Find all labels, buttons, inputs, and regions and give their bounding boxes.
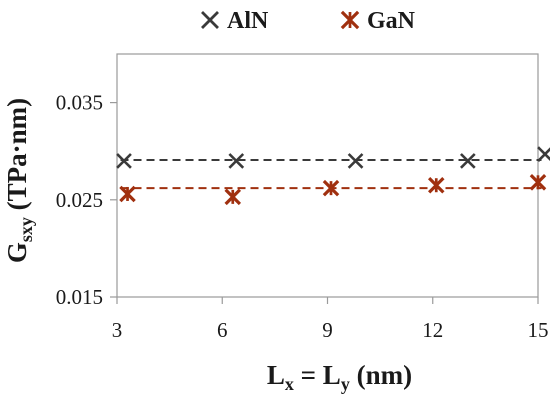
x-tick-label: 3: [112, 318, 123, 342]
series-layer: [116, 146, 550, 206]
legend-label: GaN: [367, 8, 416, 34]
data-point: [116, 153, 132, 169]
y-axis-label: Gsxy (TPa·nm): [2, 98, 36, 263]
data-point: [537, 146, 550, 162]
data-point: [427, 176, 445, 194]
legend-marker: [201, 11, 219, 29]
series-aln: [116, 146, 550, 169]
data-point: [228, 153, 245, 169]
data-point: [529, 174, 547, 191]
x-tick-label: 15: [528, 318, 549, 342]
data-point: [459, 153, 476, 169]
x-tick-label: 6: [217, 318, 228, 342]
legend: AlN GaN: [201, 8, 416, 34]
y-tick-label: 0.025: [56, 188, 103, 212]
x-tick-label: 12: [422, 318, 443, 342]
data-point: [347, 153, 364, 169]
x-tick-label: 9: [322, 318, 333, 342]
legend-item-aln: AlN: [201, 8, 269, 34]
legend-label: AlN: [227, 8, 269, 34]
data-point: [119, 185, 136, 203]
series-gan: [119, 174, 547, 206]
y-tick-label: 0.035: [56, 91, 103, 115]
y-axis: 0.015 0.025 0.035: [56, 91, 117, 309]
data-point: [322, 179, 340, 197]
y-tick-label: 0.015: [56, 285, 103, 309]
plot-area-frame: [116, 53, 539, 298]
x-axis: 3 6 9 12 15: [112, 297, 549, 342]
legend-marker: [340, 10, 360, 30]
data-point: [224, 188, 242, 206]
legend-item-gan: GaN: [340, 8, 416, 34]
x-axis-label: Lx = Ly (nm): [267, 360, 412, 394]
